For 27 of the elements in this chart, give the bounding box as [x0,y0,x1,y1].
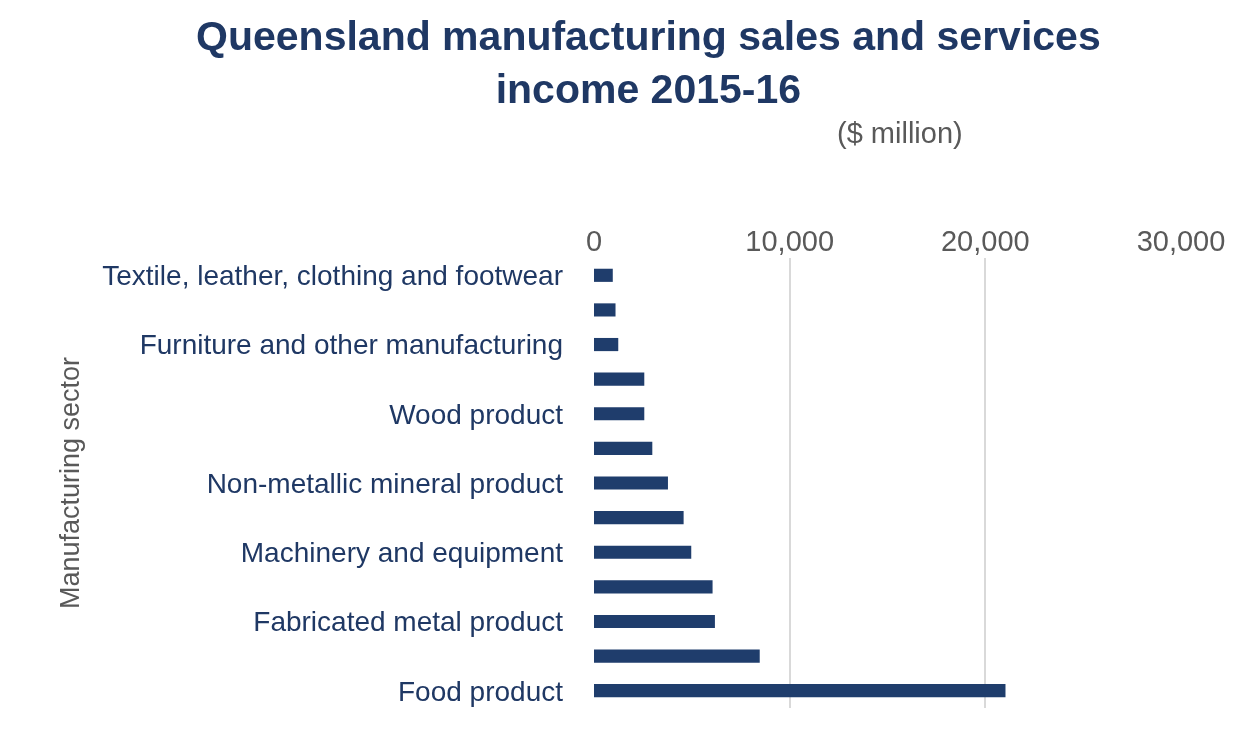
x-tick-label: 20,000 [940,225,1030,258]
chart-title: Queensland manufacturing sales and services income 2015-16 [196,13,1101,113]
chart-subtitle: ($ million) [837,117,963,149]
bar [594,337,619,352]
bar [594,511,684,525]
y-tick-label: Furniture and other manufacturing [139,329,563,361]
bar [594,545,692,559]
bar [594,476,668,490]
bar [594,268,613,282]
y-tick-label: Machinery and equipment [240,537,564,569]
x-tick-label: 0 [585,225,603,258]
bar [594,614,715,629]
x-tick-label: 30,000 [1136,225,1226,258]
y-tick-label: Textile, leather, clothing and footwear [102,260,563,292]
y-axis-title: Manufacturing sector [55,356,86,610]
y-tick-label: Wood product [389,398,564,430]
bar [594,684,1006,698]
bar [594,407,645,421]
bar [594,580,713,594]
bar [594,372,645,386]
bar [594,441,653,455]
x-tick-label: 10,000 [745,225,835,258]
y-tick-label: Non-metallic mineral product [206,467,564,499]
y-tick-label: Food product [398,675,564,707]
bar [594,649,760,663]
y-tick-label: Fabricated metal product [253,606,564,638]
bar [594,303,616,317]
